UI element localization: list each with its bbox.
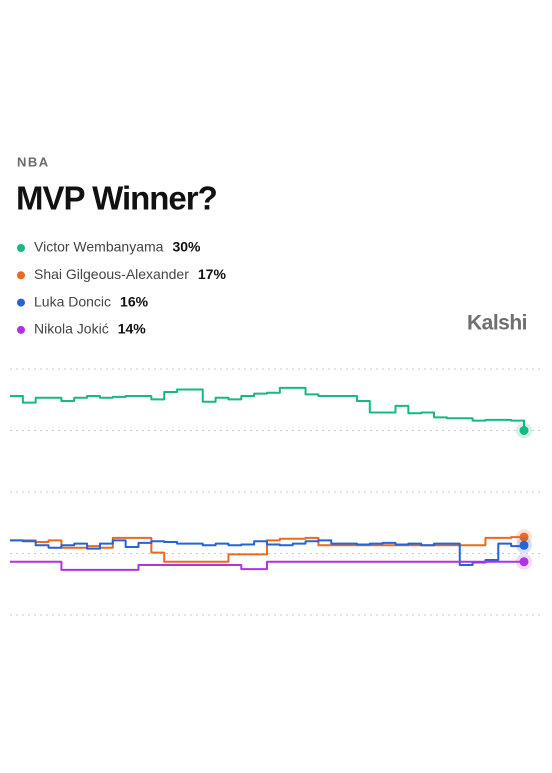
end-point <box>519 557 529 567</box>
brand-logo: Kalshi <box>467 312 527 335</box>
legend-name: Shai Gilgeous-Alexander <box>34 266 189 282</box>
series-line <box>10 560 524 571</box>
end-point <box>519 540 529 550</box>
legend-dot <box>17 244 25 252</box>
end-point <box>519 532 529 542</box>
end-point <box>519 426 529 435</box>
chart-title: MVP Winner? <box>16 180 217 217</box>
legend-name: Nikola Jokić <box>34 321 109 337</box>
series-line <box>10 539 525 566</box>
lines <box>10 386 532 571</box>
legend-dot <box>17 271 25 280</box>
grid <box>10 368 540 616</box>
legend-value: 30% <box>172 239 201 255</box>
legend-value: 16% <box>120 293 149 309</box>
legend-dot <box>17 325 25 334</box>
legend-value: 14% <box>118 321 147 337</box>
series-line <box>10 386 525 431</box>
legend-name: Luka Doncic <box>34 293 111 309</box>
league-label: NBA <box>17 154 50 169</box>
legend-dot <box>17 298 25 307</box>
legend-value: 17% <box>198 266 227 282</box>
legend-name: Victor Wembanyama <box>34 239 164 255</box>
legend: Victor Wembanyama 30% Shai Gilgeous-Alexan… <box>17 239 226 337</box>
